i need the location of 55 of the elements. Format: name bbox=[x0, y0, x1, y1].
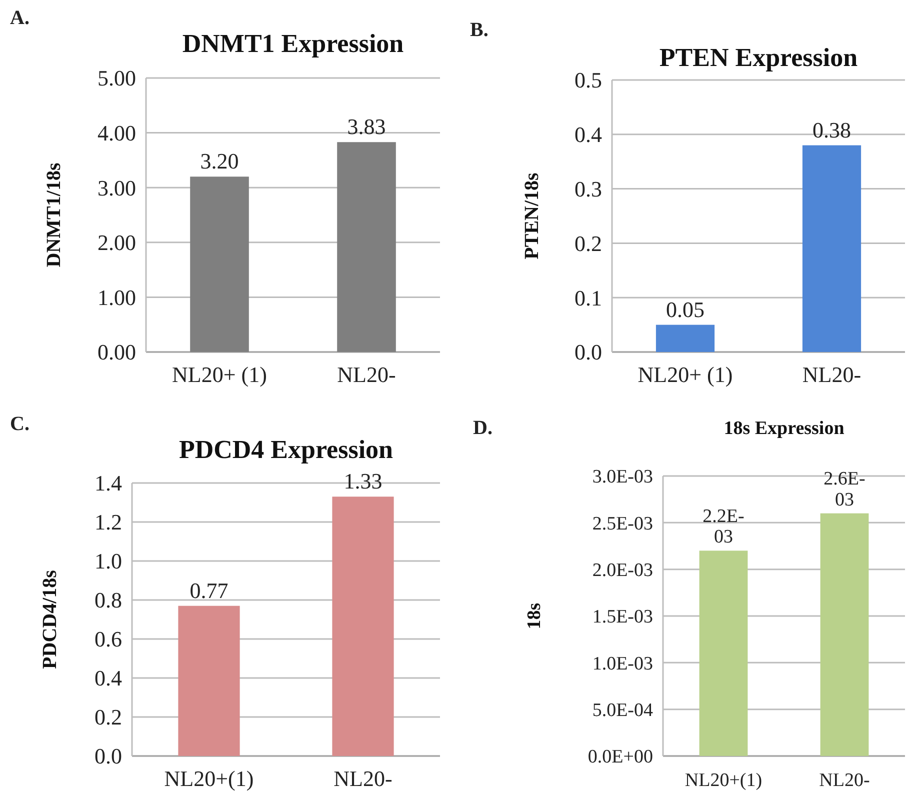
y-tick-label: 0.1 bbox=[574, 285, 602, 310]
chart-title: PDCD4 Expression bbox=[178, 435, 394, 464]
x-tick-label: NL20+ (1) bbox=[172, 362, 267, 387]
x-tick-label: NL20+(1) bbox=[164, 766, 254, 791]
chart-title: 18s Expression bbox=[724, 418, 845, 439]
y-tick-label: 1.2 bbox=[94, 510, 122, 535]
y-tick-label: 1.0E-03 bbox=[592, 653, 653, 674]
data-label: 3.20 bbox=[200, 148, 239, 174]
data-label: 0.05 bbox=[666, 296, 704, 322]
y-tick-label: 2.0E-03 bbox=[592, 560, 653, 581]
y-tick-label: 3.0E-03 bbox=[592, 466, 653, 488]
y-axis-title: 18s bbox=[524, 602, 545, 630]
y-tick-label: 1.00 bbox=[98, 284, 136, 310]
y-tick-label: 4.00 bbox=[98, 120, 136, 146]
data-label: 2.2E-03 bbox=[702, 506, 744, 548]
data-label: 3.83 bbox=[347, 114, 386, 140]
text: D. bbox=[473, 417, 492, 439]
y-tick-label: 5.0E-04 bbox=[592, 700, 654, 721]
y-axis-title: PDCD4/18s bbox=[39, 570, 61, 669]
x-tick-label: NL20- bbox=[337, 362, 396, 387]
chart-title: DNMT1 Expression bbox=[182, 29, 404, 58]
y-tick-label: 0.6 bbox=[94, 626, 122, 652]
y-tick-label: 1.4 bbox=[94, 470, 122, 496]
y-axis-title: DNMT1/18s bbox=[43, 162, 65, 268]
chart-title: PTEN Expression bbox=[659, 43, 858, 72]
x-tick-label: NL20- bbox=[334, 766, 392, 791]
x-tick-label: NL20+(1) bbox=[684, 770, 762, 791]
x-tick-label: NL20+ (1) bbox=[638, 362, 733, 387]
y-tick-label: 0.4 bbox=[94, 666, 122, 691]
y-tick-label: 0.0 bbox=[94, 744, 122, 769]
data-label: 2.6E-03 bbox=[824, 468, 866, 510]
x-tick-label: NL20- bbox=[802, 362, 862, 387]
y-tick-label: 3.00 bbox=[98, 175, 136, 200]
y-tick-label: 0.2 bbox=[94, 704, 122, 730]
y-tick-label: 0.3 bbox=[574, 176, 602, 202]
y-axis-title: PTEN/18s bbox=[521, 172, 543, 260]
y-tick-label: 0.0 bbox=[574, 340, 602, 365]
y-tick-label: 0.4 bbox=[574, 122, 602, 148]
text: A. bbox=[10, 7, 30, 29]
y-tick-label: 0.2 bbox=[574, 230, 602, 256]
y-tick-label: 0.8 bbox=[94, 588, 122, 613]
y-tick-label: 0.5 bbox=[574, 68, 602, 93]
text: C. bbox=[10, 413, 30, 435]
x-tick-label: NL20- bbox=[819, 770, 870, 791]
data-label: 1.33 bbox=[344, 468, 382, 494]
y-tick-label: 2.00 bbox=[98, 230, 136, 256]
data-label: 0.38 bbox=[812, 117, 851, 142]
y-tick-label: 1.5E-03 bbox=[592, 606, 653, 628]
data-label: 0.77 bbox=[190, 578, 228, 603]
y-tick-label: 0.0E+00 bbox=[588, 746, 653, 768]
y-tick-label: 1.0 bbox=[94, 548, 122, 574]
y-tick-label: 5.00 bbox=[98, 66, 136, 91]
y-tick-label: 0.00 bbox=[98, 340, 136, 365]
y-tick-label: 2.5E-03 bbox=[592, 513, 653, 534]
text: B. bbox=[470, 19, 488, 41]
